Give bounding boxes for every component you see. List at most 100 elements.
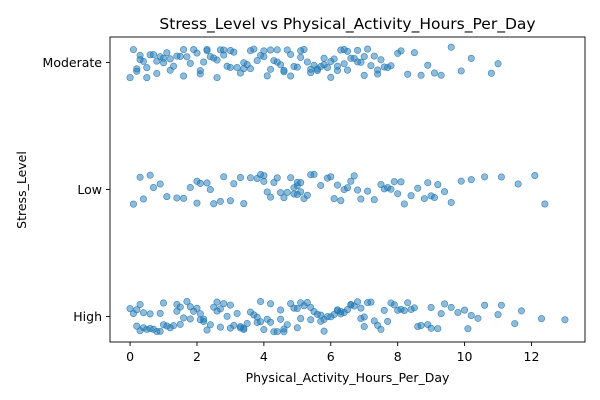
- data-point-high: [447, 303, 455, 311]
- data-point-high: [360, 313, 368, 321]
- data-point-high: [160, 321, 168, 329]
- data-point-low: [350, 172, 358, 180]
- data-point-high: [427, 324, 435, 332]
- data-point-high: [343, 306, 351, 314]
- data-point-moderate: [307, 65, 315, 73]
- y-tick-label-high: High: [73, 309, 102, 324]
- data-point-high: [176, 303, 184, 311]
- data-point-high: [400, 306, 408, 314]
- data-point-low: [193, 199, 201, 207]
- data-point-low: [263, 188, 271, 196]
- data-point-moderate: [220, 51, 228, 59]
- data-point-moderate: [260, 53, 268, 61]
- data-point-moderate: [370, 52, 378, 60]
- data-point-high: [434, 325, 442, 333]
- data-point-low: [481, 173, 489, 181]
- data-point-high: [474, 314, 482, 322]
- data-point-moderate: [267, 65, 275, 73]
- data-point-high: [213, 298, 221, 306]
- data-point-moderate: [303, 58, 311, 66]
- data-point-high: [320, 327, 328, 335]
- data-point-high: [200, 318, 208, 326]
- data-point-moderate: [170, 62, 178, 70]
- data-point-low: [303, 191, 311, 199]
- data-point-high: [267, 318, 275, 326]
- data-point-high: [414, 322, 422, 330]
- data-point-low: [394, 190, 402, 198]
- data-point-low: [297, 179, 305, 187]
- data-point-moderate: [357, 58, 365, 66]
- data-point-high: [260, 326, 268, 334]
- data-point-high: [226, 301, 234, 309]
- data-point-moderate: [323, 64, 331, 72]
- data-point-moderate: [240, 59, 248, 67]
- data-points: [126, 43, 569, 336]
- data-point-high: [561, 316, 569, 324]
- data-point-moderate: [397, 47, 405, 55]
- data-point-low: [226, 197, 234, 205]
- data-point-low: [330, 195, 338, 203]
- data-point-low: [129, 200, 137, 208]
- data-point-low: [414, 184, 422, 192]
- data-point-low: [467, 176, 475, 184]
- data-point-low: [196, 179, 204, 187]
- data-point-low: [139, 195, 147, 203]
- data-point-high: [180, 314, 188, 322]
- data-point-moderate: [163, 49, 171, 57]
- data-point-moderate: [136, 56, 144, 64]
- data-point-moderate: [277, 61, 285, 69]
- data-point-high: [133, 322, 141, 330]
- data-point-high: [156, 327, 164, 335]
- data-point-high: [273, 328, 281, 336]
- data-point-low: [149, 184, 157, 192]
- data-point-high: [233, 309, 241, 317]
- x-tick-label: 8: [394, 349, 402, 364]
- data-point-low: [280, 194, 288, 202]
- data-point-high: [146, 310, 154, 318]
- data-point-low: [424, 179, 432, 187]
- data-point-high: [464, 325, 472, 333]
- data-point-moderate: [410, 49, 418, 57]
- data-point-high: [277, 306, 285, 314]
- data-point-moderate: [364, 45, 372, 53]
- data-point-moderate: [180, 46, 188, 54]
- data-point-high: [277, 315, 285, 323]
- data-point-low: [297, 188, 305, 196]
- data-point-moderate: [367, 62, 375, 70]
- data-point-low: [407, 192, 415, 200]
- y-tick-label-moderate: Moderate: [43, 55, 103, 70]
- data-point-moderate: [263, 72, 271, 80]
- data-point-moderate: [340, 60, 348, 68]
- data-point-moderate: [340, 46, 348, 54]
- data-point-moderate: [213, 74, 221, 82]
- data-point-high: [461, 306, 469, 314]
- y-axis-ticks: High Low Moderate: [43, 55, 110, 324]
- data-point-low: [246, 174, 254, 182]
- data-point-high: [196, 310, 204, 318]
- data-point-moderate: [430, 69, 438, 77]
- data-point-low: [364, 187, 372, 195]
- data-point-low: [270, 179, 278, 187]
- data-point-high: [230, 321, 238, 329]
- data-point-moderate: [360, 71, 368, 79]
- data-point-moderate: [246, 65, 254, 73]
- data-point-high: [404, 299, 412, 307]
- data-point-moderate: [149, 51, 157, 59]
- data-point-low: [357, 195, 365, 203]
- data-point-low: [531, 172, 539, 180]
- data-point-low: [354, 186, 362, 194]
- data-point-high: [454, 308, 462, 316]
- chart-title: Stress_Level vs Physical_Activity_Hours_…: [159, 15, 535, 34]
- data-point-moderate: [200, 58, 208, 66]
- data-point-moderate: [253, 57, 261, 65]
- data-point-moderate: [186, 59, 194, 67]
- data-point-low: [230, 180, 238, 188]
- data-point-high: [380, 306, 388, 314]
- data-point-low: [156, 180, 164, 188]
- data-point-low: [434, 181, 442, 189]
- y-tick-label-low: Low: [77, 182, 102, 197]
- data-point-moderate: [166, 55, 174, 63]
- x-tick-label: 10: [457, 349, 473, 364]
- data-point-high: [437, 310, 445, 318]
- data-point-moderate: [360, 53, 368, 61]
